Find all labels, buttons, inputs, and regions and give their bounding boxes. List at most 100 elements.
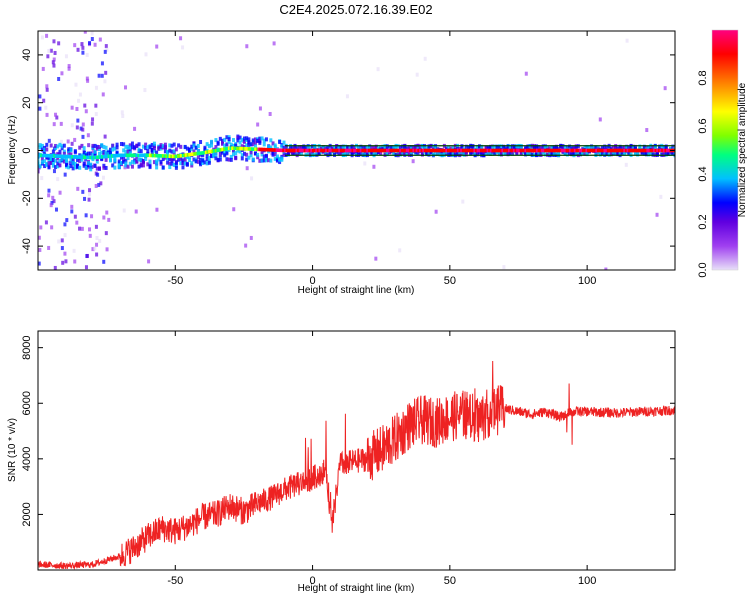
heat-cell — [363, 161, 367, 166]
spectrogram-x-ticks: -50 0 50 100 — [167, 31, 596, 287]
heat-cell — [170, 157, 174, 162]
heat-cell — [480, 150, 484, 155]
heat-cell — [78, 165, 82, 170]
heat-cell — [245, 152, 249, 157]
heat-cell — [605, 146, 609, 151]
heat-cell — [83, 31, 87, 34]
heat-cell — [346, 148, 349, 153]
heat-cell — [260, 147, 264, 152]
heat-cell — [278, 160, 282, 165]
heat-cell — [467, 145, 471, 150]
heat-cell — [45, 142, 49, 147]
heat-cell — [152, 146, 156, 151]
heat-cell — [105, 154, 109, 159]
heat-cell — [152, 153, 155, 158]
heat-cell — [242, 146, 246, 151]
heat-cell — [423, 145, 427, 150]
heat-cell — [237, 146, 241, 151]
heat-cell — [304, 145, 308, 150]
heat-cell — [67, 147, 71, 152]
heat-cell — [126, 147, 130, 152]
heat-cell — [45, 84, 49, 89]
heat-cell — [475, 152, 479, 157]
heat-cell — [95, 146, 99, 151]
heat-cell — [654, 148, 657, 153]
heat-cell — [52, 199, 56, 204]
heat-cell — [103, 49, 107, 54]
heat-cell — [133, 126, 137, 131]
heat-cell — [62, 149, 66, 154]
heat-cell — [88, 227, 92, 232]
heat-cell — [76, 165, 80, 170]
heat-cell — [159, 143, 163, 148]
heat-cell — [509, 148, 513, 153]
heat-cell — [119, 160, 123, 165]
heat-cell — [49, 154, 53, 158]
heat-cell — [524, 150, 528, 155]
heat-cell — [100, 143, 104, 148]
heat-cell — [519, 151, 523, 156]
heat-cell — [559, 148, 562, 153]
heat-cell — [71, 157, 75, 162]
heat-cell — [496, 148, 499, 153]
heat-cell — [124, 144, 128, 149]
heat-cell — [51, 154, 55, 158]
heat-cell — [358, 148, 361, 153]
heat-cell — [272, 148, 275, 152]
heat-cell — [194, 151, 198, 156]
heat-cell — [572, 148, 575, 153]
heat-cell — [381, 144, 385, 149]
spectrogram-panel: -50 0 50 100 -40 -20 0 20 40 Height of straight… — [7, 30, 676, 296]
heat-cell — [535, 144, 539, 149]
heat-cell — [124, 85, 128, 90]
heat-cell — [515, 146, 519, 151]
heat-cell — [249, 235, 253, 240]
heat-cell — [290, 148, 293, 153]
heat-cell — [139, 157, 143, 162]
heat-cell — [647, 152, 651, 157]
heat-cell — [400, 148, 404, 153]
heat-cell — [229, 146, 232, 150]
heat-cell — [104, 70, 108, 75]
heat-cell — [534, 148, 537, 153]
heat-cell — [63, 222, 67, 227]
heat-cell — [166, 150, 170, 155]
heat-cell — [291, 146, 295, 151]
heat-cell — [514, 148, 517, 153]
heat-cell — [190, 163, 194, 168]
heat-cell — [122, 142, 126, 147]
heat-cell — [148, 163, 152, 168]
heat-cell — [661, 148, 664, 153]
heat-cell — [456, 152, 460, 157]
heat-cell — [82, 153, 86, 158]
heat-cell — [565, 152, 569, 157]
heat-cell — [603, 144, 607, 149]
heat-cell — [395, 148, 399, 153]
heat-cell — [49, 157, 53, 162]
heat-cell — [384, 148, 387, 153]
heat-cell — [469, 144, 473, 149]
heat-cell — [333, 148, 336, 153]
heat-cell — [526, 148, 529, 153]
heat-cell — [526, 150, 530, 155]
heat-cell — [245, 166, 249, 171]
heat-cell — [70, 105, 74, 110]
heat-cell — [61, 154, 64, 159]
heat-cell — [168, 154, 171, 159]
heat-cell — [163, 149, 167, 154]
heat-cell — [133, 158, 137, 163]
heat-cell — [260, 158, 264, 163]
heat-cell — [104, 157, 108, 162]
heat-cell — [478, 150, 482, 155]
heat-cell — [346, 146, 350, 151]
heat-cell — [148, 153, 152, 158]
heat-cell — [440, 148, 443, 153]
heat-cell — [646, 148, 649, 153]
heat-cell — [38, 162, 40, 167]
heat-cell — [568, 144, 572, 149]
heat-cell — [91, 247, 95, 252]
heat-cell — [539, 148, 542, 153]
heat-cell — [642, 144, 646, 149]
heat-cell — [318, 148, 321, 153]
heat-cell — [427, 148, 430, 153]
